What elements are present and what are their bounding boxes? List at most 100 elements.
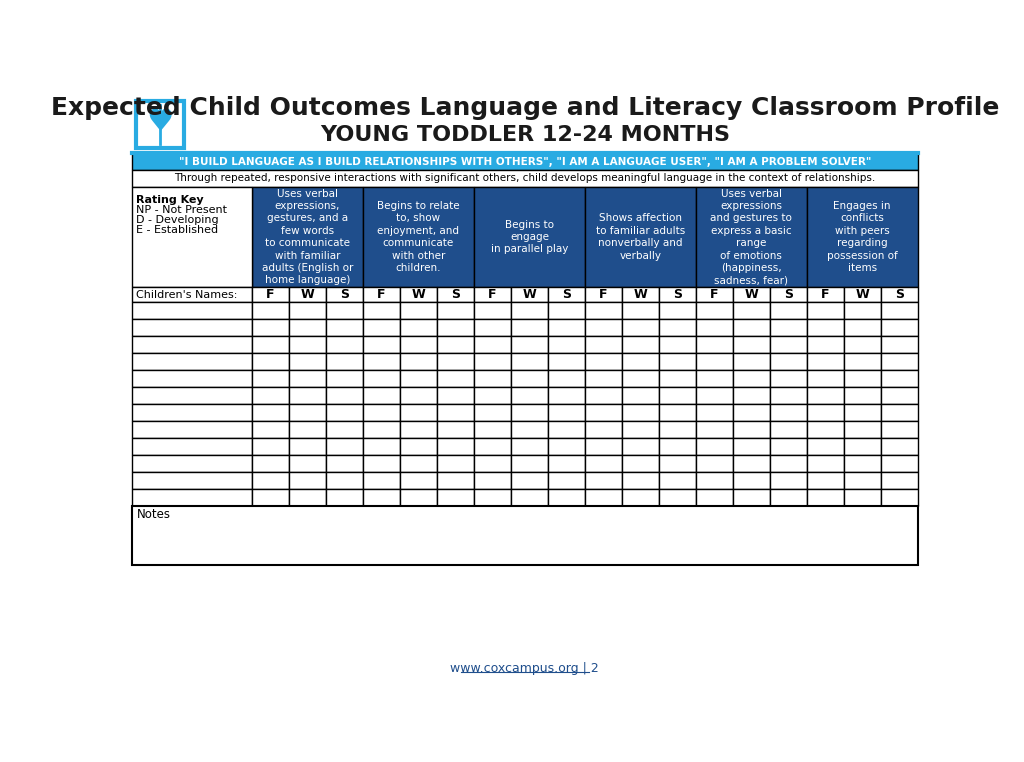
Bar bbox=[400, 421, 437, 438]
Bar bbox=[362, 472, 400, 488]
Bar bbox=[326, 370, 362, 387]
Bar bbox=[807, 438, 844, 455]
Bar bbox=[696, 455, 733, 472]
Bar bbox=[696, 488, 733, 506]
Bar bbox=[511, 370, 548, 387]
Bar bbox=[362, 421, 400, 438]
Bar bbox=[362, 187, 474, 287]
Bar bbox=[252, 455, 289, 472]
Bar bbox=[844, 404, 881, 421]
Bar bbox=[252, 387, 289, 404]
Bar bbox=[437, 455, 474, 472]
Bar bbox=[289, 438, 326, 455]
Bar bbox=[807, 455, 844, 472]
Bar bbox=[658, 354, 696, 370]
Bar bbox=[807, 488, 844, 506]
Bar bbox=[807, 287, 844, 303]
Bar bbox=[289, 472, 326, 488]
Bar bbox=[807, 319, 844, 336]
Bar bbox=[733, 303, 770, 319]
Bar bbox=[585, 387, 622, 404]
Text: F: F bbox=[599, 288, 607, 301]
Text: S: S bbox=[895, 288, 904, 301]
Bar bbox=[658, 404, 696, 421]
Bar bbox=[400, 370, 437, 387]
Bar bbox=[807, 421, 844, 438]
Bar bbox=[400, 303, 437, 319]
Bar bbox=[844, 488, 881, 506]
Bar bbox=[658, 455, 696, 472]
Bar bbox=[252, 319, 289, 336]
Bar bbox=[400, 488, 437, 506]
Bar bbox=[881, 336, 918, 354]
Bar bbox=[289, 387, 326, 404]
Text: E - Established: E - Established bbox=[136, 225, 218, 235]
Bar bbox=[844, 354, 881, 370]
Bar bbox=[132, 404, 252, 421]
Bar bbox=[881, 488, 918, 506]
Text: W: W bbox=[301, 288, 314, 301]
Bar bbox=[585, 303, 622, 319]
Bar bbox=[252, 404, 289, 421]
Bar bbox=[400, 438, 437, 455]
Bar bbox=[770, 404, 807, 421]
Bar bbox=[511, 421, 548, 438]
Bar bbox=[770, 370, 807, 387]
Bar bbox=[881, 472, 918, 488]
Bar bbox=[622, 354, 658, 370]
Text: F: F bbox=[488, 288, 497, 301]
Bar bbox=[844, 303, 881, 319]
Bar bbox=[400, 387, 437, 404]
Bar bbox=[807, 354, 844, 370]
Bar bbox=[622, 488, 658, 506]
Bar bbox=[548, 370, 585, 387]
Bar bbox=[585, 404, 622, 421]
Bar bbox=[252, 488, 289, 506]
Bar bbox=[807, 303, 844, 319]
Bar bbox=[696, 370, 733, 387]
Bar bbox=[252, 354, 289, 370]
Bar bbox=[658, 387, 696, 404]
Text: Shows affection
to familiar adults
nonverbally and
verbally: Shows affection to familiar adults nonve… bbox=[596, 213, 685, 261]
Bar bbox=[362, 336, 400, 354]
Bar bbox=[881, 287, 918, 303]
Bar bbox=[622, 336, 658, 354]
Bar bbox=[770, 438, 807, 455]
Bar bbox=[696, 287, 733, 303]
Bar bbox=[622, 287, 658, 303]
Text: F: F bbox=[377, 288, 386, 301]
Bar bbox=[326, 404, 362, 421]
Bar bbox=[585, 287, 622, 303]
Bar bbox=[733, 354, 770, 370]
Bar bbox=[474, 421, 511, 438]
Bar bbox=[132, 370, 252, 387]
Bar bbox=[511, 404, 548, 421]
Bar bbox=[474, 287, 511, 303]
Bar bbox=[770, 287, 807, 303]
Bar bbox=[132, 387, 252, 404]
Bar bbox=[289, 287, 326, 303]
Bar bbox=[474, 354, 511, 370]
Bar bbox=[132, 472, 252, 488]
Bar bbox=[622, 472, 658, 488]
Bar bbox=[622, 370, 658, 387]
Bar bbox=[585, 354, 622, 370]
Bar bbox=[289, 370, 326, 387]
Bar bbox=[696, 387, 733, 404]
Bar bbox=[252, 438, 289, 455]
Text: Notes: Notes bbox=[136, 507, 171, 520]
Bar bbox=[474, 319, 511, 336]
Bar bbox=[770, 455, 807, 472]
Bar bbox=[511, 387, 548, 404]
Bar bbox=[132, 455, 252, 472]
Bar bbox=[696, 187, 807, 287]
Bar bbox=[770, 336, 807, 354]
Bar bbox=[844, 387, 881, 404]
Bar bbox=[658, 472, 696, 488]
Bar bbox=[548, 455, 585, 472]
Bar bbox=[474, 404, 511, 421]
Text: S: S bbox=[451, 288, 460, 301]
Bar bbox=[696, 438, 733, 455]
Bar bbox=[400, 472, 437, 488]
Bar bbox=[252, 187, 362, 287]
